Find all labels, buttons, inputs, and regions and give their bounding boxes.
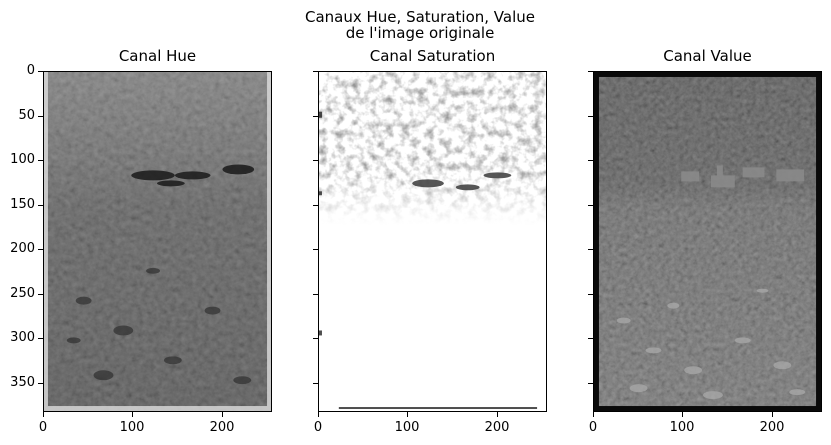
y-tick-mark [38, 249, 43, 250]
y-tick-mark [588, 338, 593, 339]
y-tick-label: 300 [10, 330, 35, 345]
x-tick-mark [132, 412, 133, 417]
y-tick-mark [38, 383, 43, 384]
y-tick-label: 0 [26, 63, 35, 78]
x-tick-mark [497, 412, 498, 417]
y-tick-label: 250 [10, 286, 35, 301]
y-tick-mark [38, 338, 43, 339]
saturation-channel-image [318, 71, 547, 412]
y-tick-mark [38, 116, 43, 117]
y-tick-mark [588, 383, 593, 384]
y-tick-mark [38, 71, 43, 72]
x-tick-mark [407, 412, 408, 417]
x-tick-mark [43, 412, 44, 417]
value-channel-graphic [594, 72, 821, 411]
x-tick-label: 200 [209, 420, 235, 435]
x-tick-label: 100 [669, 420, 695, 435]
y-tick-mark [588, 249, 593, 250]
saturation-channel-graphic [319, 72, 546, 411]
x-tick-label: 200 [484, 420, 510, 435]
x-tick-mark [682, 412, 683, 417]
y-tick-mark [588, 294, 593, 295]
hue-channel-graphic [44, 72, 271, 411]
x-tick-label: 0 [313, 420, 323, 435]
x-tick-mark [772, 412, 773, 417]
y-tick-label: 350 [10, 375, 35, 390]
y-tick-mark [38, 294, 43, 295]
y-tick-mark [313, 338, 318, 339]
y-tick-mark [588, 160, 593, 161]
y-tick-mark [313, 205, 318, 206]
x-tick-label: 200 [759, 420, 785, 435]
y-tick-mark [313, 249, 318, 250]
x-tick-mark [593, 412, 594, 417]
x-tick-label: 100 [119, 420, 145, 435]
y-tick-mark [588, 205, 593, 206]
y-tick-label: 150 [10, 197, 35, 212]
x-tick-mark [318, 412, 319, 417]
x-tick-label: 0 [38, 420, 48, 435]
value-channel-image [593, 71, 822, 412]
y-tick-mark [588, 116, 593, 117]
panel-title-value: Canal Value [663, 47, 752, 65]
panel-title-hue: Canal Hue [118, 47, 197, 65]
figure-suptitle-line2: de l'image originale [345, 24, 495, 42]
y-tick-mark [38, 205, 43, 206]
y-tick-mark [313, 294, 318, 295]
y-tick-mark [313, 160, 318, 161]
y-tick-label: 50 [18, 108, 35, 123]
y-tick-mark [313, 116, 318, 117]
y-tick-label: 200 [10, 241, 35, 256]
y-tick-mark [588, 71, 593, 72]
x-tick-label: 100 [394, 420, 420, 435]
hue-channel-image [43, 71, 272, 412]
figure-suptitle-line1: Canaux Hue, Saturation, Value [305, 8, 535, 26]
y-tick-label: 100 [10, 152, 35, 167]
x-tick-label: 0 [588, 420, 598, 435]
x-tick-mark [222, 412, 223, 417]
y-tick-mark [38, 160, 43, 161]
panel-title-saturation: Canal Saturation [369, 47, 496, 65]
y-tick-mark [313, 71, 318, 72]
y-tick-mark [313, 383, 318, 384]
